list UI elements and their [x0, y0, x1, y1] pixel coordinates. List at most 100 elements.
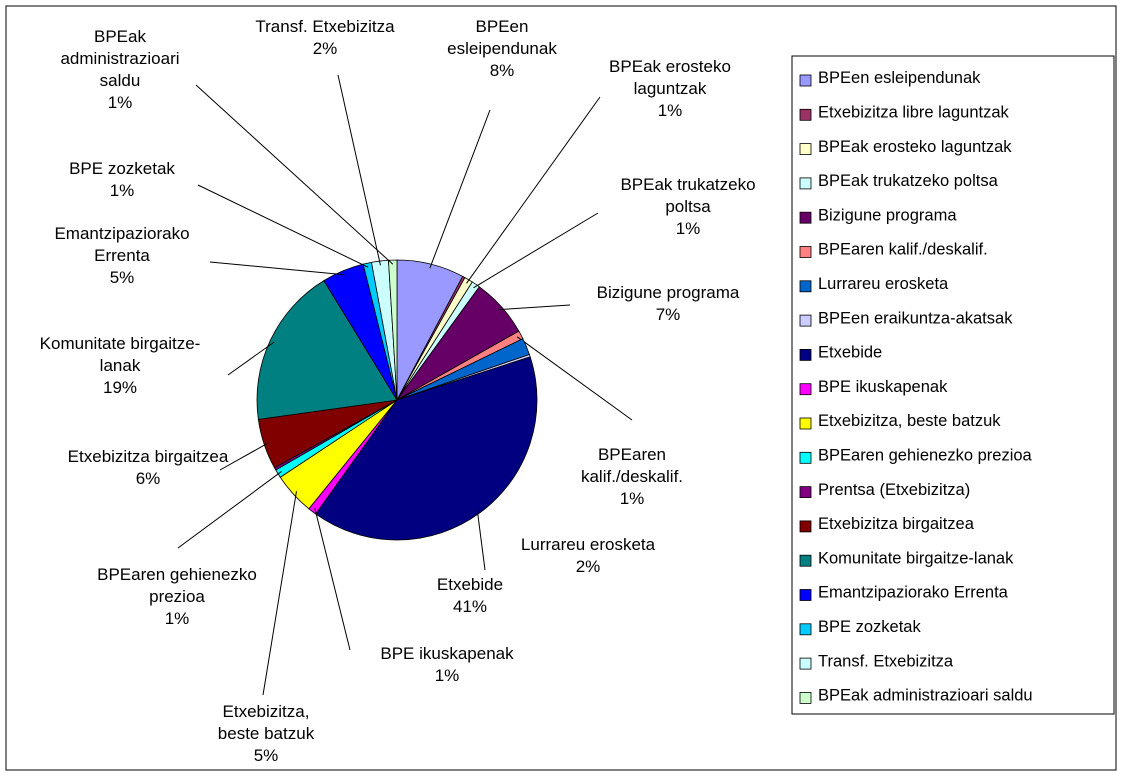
data-label: BPEen esleipendunak 8%: [447, 17, 557, 80]
legend-swatch: [799, 280, 812, 293]
legend-swatch: [799, 486, 812, 499]
legend-swatch: [799, 554, 812, 567]
data-label-name: Komunitate birgaitze-: [40, 334, 201, 353]
legend-swatch: [799, 417, 812, 430]
data-label-name: BPE ikuskapenak: [380, 644, 514, 663]
legend-swatch: [799, 74, 812, 87]
data-label-value: 2%: [576, 557, 601, 576]
leader-line: [227, 341, 275, 376]
legend-label: BPEaren kalif./deskalif.: [818, 241, 988, 259]
legend-swatch: [799, 451, 812, 464]
data-label: BPEaren gehienezko prezioa 1%: [97, 565, 257, 628]
legend-label: Etxebide: [818, 344, 882, 362]
leader-line: [337, 74, 381, 266]
data-label-name: Lurrareu erosketa: [521, 535, 656, 554]
legend-swatch: [799, 143, 812, 156]
data-label-value: 7%: [656, 305, 681, 324]
data-label-value: 1%: [620, 489, 645, 508]
data-label-name: beste batzuk: [218, 724, 315, 743]
data-label-name: BPEak: [94, 27, 146, 46]
legend-label: BPEak trukatzeko poltsa: [818, 172, 999, 190]
data-label: Etxebide 41%: [437, 575, 503, 616]
data-label-name: laguntzak: [634, 79, 707, 98]
data-label: BPEak trukatzeko poltsa 1%: [620, 175, 755, 238]
legend-box: [791, 55, 1115, 715]
leader-line: [466, 96, 601, 284]
legend-swatch: [799, 692, 812, 704]
legend-label: BPEen esleipendunak: [818, 69, 981, 87]
data-label-name: saldu: [100, 71, 141, 90]
data-label: Etxebizitza birgaitzea 6%: [68, 447, 229, 488]
legend-label: Etxebizitza libre laguntzak: [818, 104, 1010, 122]
leader-line: [314, 507, 351, 651]
data-label-value: 1%: [658, 101, 683, 120]
data-label: BPE ikuskapenak 1%: [380, 644, 514, 685]
leader-line: [498, 304, 571, 311]
legend-swatch: [799, 383, 812, 396]
legend-swatch: [799, 520, 812, 533]
legend-label: Lurrareu erosketa: [818, 275, 949, 293]
data-label-value: 1%: [110, 181, 135, 200]
data-label-name: Emantzipaziorako: [54, 224, 189, 243]
legend-swatch: [799, 108, 812, 121]
legend-label: BPEak erosteko laguntzak: [818, 138, 1012, 156]
legend-swatch: [799, 211, 812, 224]
data-label-name: esleipendunak: [447, 39, 557, 58]
data-label-name: BPE zozketak: [69, 159, 175, 178]
data-label-value: 5%: [110, 268, 135, 287]
data-label-name: BPEak erosteko: [609, 57, 731, 76]
legend-label: Etxebizitza, beste batzuk: [818, 412, 1001, 430]
legend-swatch: [799, 246, 812, 258]
data-label-value: 2%: [313, 39, 338, 58]
leader-line: [209, 261, 345, 276]
legend-swatch: [799, 177, 812, 190]
data-label-value: 5%: [254, 746, 279, 765]
legend-label: Emantzipaziorako Errenta: [818, 584, 1009, 602]
legend-label: Komunitate birgaitze-lanak: [818, 549, 1014, 567]
data-label-name: kalif./deskalif.: [581, 467, 683, 486]
data-label-name: administrazioari: [60, 49, 179, 68]
data-label-name: lanak: [100, 356, 141, 375]
data-label: Transf. Etxebizitza 2%: [255, 17, 395, 58]
data-label-name: BPEak trukatzeko: [620, 175, 755, 194]
data-label-value: 1%: [108, 93, 133, 112]
data-label-name: Bizigune programa: [597, 283, 740, 302]
legend-label: BPE zozketak: [818, 618, 921, 636]
data-label-name: Transf. Etxebizitza: [255, 17, 395, 36]
data-label-name: BPEaren: [598, 445, 666, 464]
data-label: BPEak erosteko laguntzak 1%: [609, 57, 731, 120]
legend-label: BPEen eraikuntza-akatsak: [818, 309, 1013, 327]
data-label-name: Etxebide: [437, 575, 503, 594]
legend-swatch: [799, 589, 812, 601]
data-label: Etxebizitza, beste batzuk 5%: [218, 702, 315, 765]
legend-swatch: [799, 623, 812, 636]
data-label: BPEaren kalif./deskalif. 1%: [581, 445, 683, 508]
data-label: Komunitate birgaitze-lanak 19%: [40, 334, 201, 397]
pie-slice: [256, 280, 398, 420]
leader-line: [219, 442, 269, 471]
legend-label: Bizigune programa: [818, 206, 957, 224]
leader-line: [262, 491, 297, 696]
data-label: Lurrareu erosketa 2%: [521, 535, 656, 576]
data-label-value: 1%: [676, 219, 701, 238]
leader-line: [516, 336, 633, 421]
data-label-value: 6%: [136, 469, 161, 488]
data-label-name: BPEaren gehienezko: [97, 565, 257, 584]
data-label-name: prezioa: [149, 587, 205, 606]
data-label-value: 1%: [165, 609, 190, 628]
data-label-name: BPEen: [476, 17, 529, 36]
legend-label: Transf. Etxebizitza: [818, 652, 954, 670]
legend-label: BPEaren gehienezko prezioa: [818, 447, 1033, 465]
data-label-value: 41%: [453, 597, 487, 616]
data-label-value: 8%: [490, 61, 515, 80]
data-label: BPE zozketak 1%: [69, 159, 175, 200]
leader-line: [177, 471, 282, 549]
leader-line: [473, 212, 599, 289]
leader-line: [429, 109, 491, 269]
data-label: BPEak administrazioari saldu 1%: [60, 27, 179, 112]
data-label-name: Etxebizitza,: [223, 702, 310, 721]
legend-label: Etxebizitza birgaitzea: [818, 515, 975, 533]
data-label-name: poltsa: [665, 197, 711, 216]
legend-label: BPE ikuskapenak: [818, 378, 948, 396]
